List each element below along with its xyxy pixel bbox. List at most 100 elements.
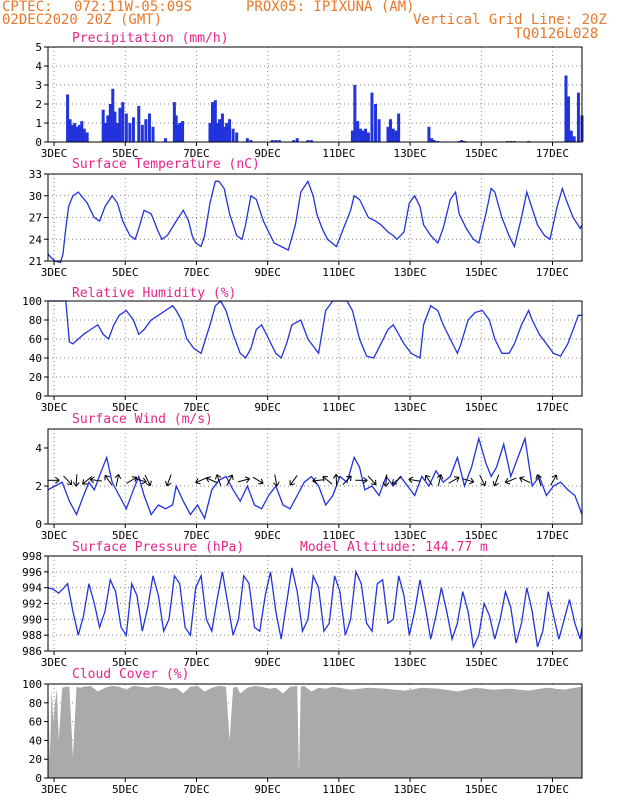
panel-title-0: Precipitation (mm/h) [72, 31, 229, 46]
wind-arrow [342, 475, 352, 485]
wind-arrow-shaft [312, 479, 325, 482]
precip-bar [108, 104, 112, 142]
wind-arrow-head [131, 476, 138, 483]
x-tick-label: 7DEC [183, 401, 210, 414]
precip-bar [430, 138, 434, 142]
precip-bar [147, 113, 151, 142]
x-tick-label: 7DEC [183, 266, 210, 279]
x-tick-label: 13DEC [393, 147, 426, 160]
precip-bar [220, 113, 224, 142]
y-tick-label: 60 [29, 716, 42, 729]
wind-arrow-shaft [82, 476, 93, 485]
precip-bar [397, 113, 401, 142]
y-tick-label: 100 [22, 295, 42, 308]
wind-arrow [550, 474, 558, 486]
x-tick-label: 3DEC [41, 147, 68, 160]
x-tick-label: 7DEC [183, 783, 210, 796]
precip-bar [85, 132, 89, 142]
precip-bar [309, 140, 313, 142]
x-tick-label: 11DEC [322, 147, 355, 160]
y-tick-label: 992 [22, 598, 42, 611]
precip-bar [144, 119, 148, 142]
wind-arrow [165, 474, 172, 487]
precip-bar [306, 140, 310, 142]
wind-arrow-head [55, 476, 60, 484]
y-tick-label: 1 [35, 117, 42, 130]
y-tick-label: 5 [35, 41, 42, 54]
x-tick-label: 9DEC [254, 147, 281, 160]
wind-arrow [355, 476, 368, 484]
wind-arrow [424, 474, 433, 486]
x-tick-label: 7DEC [183, 529, 210, 542]
wind-arrow-shaft [519, 477, 531, 484]
x-tick-label: 7DEC [183, 656, 210, 669]
precip-bar [181, 121, 185, 142]
precip-bar [208, 123, 212, 142]
precip-bar [225, 123, 229, 142]
precip-bar [270, 140, 274, 142]
x-tick-label: 3DEC [41, 401, 68, 414]
wind-arrow [114, 474, 122, 487]
precip-bar [124, 113, 128, 142]
wind-arrow-shaft [536, 474, 542, 487]
header-station: PROX05: IPIXUNA (AM) [246, 0, 415, 15]
x-tick-label: 13DEC [393, 529, 426, 542]
x-tick-label: 13DEC [393, 266, 426, 279]
panel-title-5: Cloud Cover (%) [72, 667, 189, 682]
wind-arrow [462, 477, 475, 485]
wind-arrow-shaft [195, 477, 207, 484]
y-tick-label: 994 [22, 582, 42, 595]
wind-arrow-head [89, 476, 95, 484]
precip-bar [359, 128, 363, 142]
wind-arrow [89, 476, 103, 484]
wind-arrow-shaft [462, 478, 474, 483]
x-tick-label: 3DEC [41, 529, 68, 542]
precip-bar [172, 102, 176, 142]
y-tick-label: 996 [22, 566, 42, 579]
wind-arrow [332, 473, 340, 487]
precip-bar [215, 123, 219, 142]
wind-arrow-head [454, 476, 460, 483]
wind-arrow-head [312, 477, 318, 484]
header-model-code: TQ0126L028 [514, 26, 599, 42]
y-tick-label: 2 [35, 480, 42, 493]
wind-arrow [504, 477, 517, 485]
wind-arrow-head [195, 478, 201, 485]
wind-arrow [205, 476, 218, 484]
x-tick-label: 15DEC [465, 266, 498, 279]
precip-bar [569, 130, 573, 142]
wind-arrow [436, 474, 444, 487]
wind-arrow-shaft [63, 475, 73, 486]
x-tick-label: 5DEC [112, 656, 139, 669]
x-tick-label: 15DEC [465, 783, 498, 796]
x-tick-label: 15DEC [465, 147, 498, 160]
precip-bar [564, 75, 568, 142]
y-tick-label: 21 [29, 255, 42, 268]
wind-arrow [47, 476, 60, 484]
wind-arrow-head [362, 476, 368, 484]
wind-arrow [82, 476, 93, 485]
wind-arrow-head [205, 476, 212, 483]
wind-arrow [479, 474, 487, 487]
x-tick-label: 11DEC [322, 266, 355, 279]
precip-bar [576, 92, 580, 142]
precip-bar [118, 107, 122, 142]
y-tick-label: 0 [35, 390, 42, 403]
wind-arrow [448, 476, 460, 484]
wind-arrow-shaft [550, 474, 557, 486]
y-tick-label: 30 [29, 190, 42, 203]
panel-frame-4 [47, 555, 583, 652]
precip-bar [364, 128, 368, 142]
x-tick-label: 17DEC [536, 147, 569, 160]
wind-arrow-shaft [391, 476, 402, 485]
wind-arrow-shaft [289, 475, 298, 486]
wind-arrow-head [391, 479, 398, 485]
header-grid-note: Vertical Grid Line: 20Z [413, 12, 607, 28]
precip-bar [137, 105, 141, 142]
precip-bar [68, 119, 72, 142]
precip-bar [128, 123, 132, 142]
precip-bar [174, 115, 178, 142]
wind-arrow-head [332, 473, 340, 479]
wind-arrow-shaft [385, 474, 388, 487]
